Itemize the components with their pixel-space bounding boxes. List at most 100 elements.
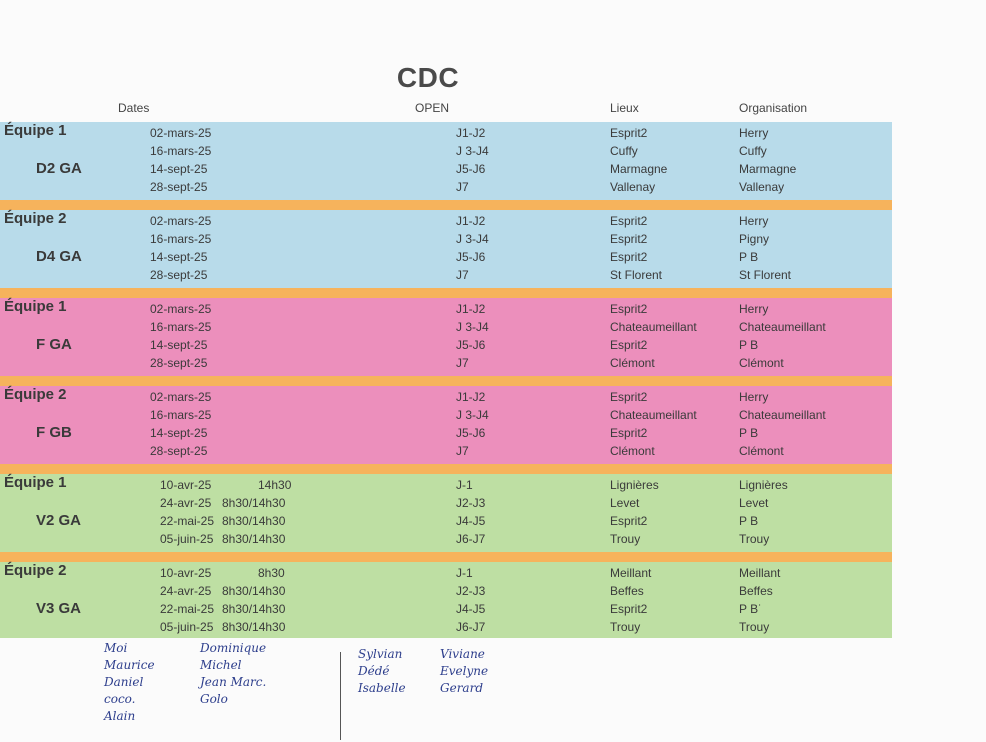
schedule-block: Équipe 1 V2 GA 10-avr-25 14h30 J-1 Lignières L…	[0, 474, 892, 562]
cell-lieu: St Florent	[610, 268, 663, 282]
cell-hour: 8h30/14h30	[222, 496, 286, 510]
cell-organisation: Marmagne	[739, 162, 797, 176]
cell-date: 14-sept-25	[150, 338, 208, 352]
cell-organisation: P B˙	[739, 602, 763, 616]
schedule-block: Équipe 1 F GA 02-mars-25 J1-J2 Esprit2 Herry 1…	[0, 298, 892, 386]
cell-lieu: Beffes	[610, 584, 644, 598]
cell-lieu: Marmagne	[610, 162, 668, 176]
block-separator	[0, 200, 892, 210]
schedule-table: Équipe 1 D2 GA 02-mars-25 J1-J2 Esprit2 Herry…	[0, 122, 892, 638]
cell-date: 02-mars-25	[150, 214, 212, 228]
cell-open: J6-J7	[456, 620, 486, 634]
cell-open: J2-J3	[456, 496, 486, 510]
table-row: 14-sept-25 J5-J6 Esprit2 P B	[0, 336, 892, 354]
cell-open: J5-J6	[456, 162, 486, 176]
cell-open: J6-J7	[456, 532, 486, 546]
cell-organisation: Pigny	[739, 232, 770, 246]
cell-lieu: Chateaumeillant	[610, 320, 697, 334]
cell-organisation: Trouy	[739, 620, 770, 634]
table-row: 28-sept-25 J7 Clémont Clémont	[0, 354, 892, 372]
cell-date: 28-sept-25	[150, 444, 208, 458]
cell-open: J1-J2	[456, 390, 486, 404]
cell-date: 28-sept-25	[150, 356, 208, 370]
handwritten-name: Dédé	[358, 664, 390, 678]
cell-lieu: Lignières	[610, 478, 659, 492]
header-organisation: Organisation	[739, 101, 808, 115]
cell-organisation: Herry	[739, 126, 769, 140]
table-row: 16-mars-25 J 3-J4 Esprit2 Pigny	[0, 230, 892, 248]
cell-hour: 8h30/14h30	[222, 620, 286, 634]
cell-date: 24-avr-25	[160, 496, 212, 510]
header-open: OPEN	[415, 101, 450, 115]
cell-organisation: Chateaumeillant	[739, 320, 826, 334]
handwritten-names-col4: Viviane Evelyne Gerard	[440, 646, 488, 697]
cell-date: 14-sept-25	[150, 162, 208, 176]
schedule-block: Équipe 1 D2 GA 02-mars-25 J1-J2 Esprit2 Herry…	[0, 122, 892, 210]
cell-date: 02-mars-25	[150, 390, 212, 404]
cell-organisation: St Florent	[739, 268, 792, 282]
handwritten-name: Viviane	[440, 647, 485, 661]
cell-organisation: Herry	[739, 302, 769, 316]
table-row: 05-juin-25 8h30/14h30 J6-J7 Trouy Trouy	[0, 618, 892, 636]
block-separator	[0, 552, 892, 562]
cell-organisation: Herry	[739, 214, 769, 228]
table-row: 22-mai-25 8h30/14h30 J4-J5 Esprit2 P B	[0, 512, 892, 530]
cell-lieu: Clémont	[610, 356, 655, 370]
cell-open: J5-J6	[456, 338, 486, 352]
cell-open: J 3-J4	[456, 320, 489, 334]
cell-lieu: Esprit2	[610, 426, 648, 440]
cell-open: J1-J2	[456, 214, 486, 228]
table-row: 14-sept-25 J5-J6 Esprit2 P B	[0, 248, 892, 266]
division-label: V2 GA	[36, 512, 82, 529]
handwritten-name: Gerard	[440, 681, 483, 695]
table-row: 28-sept-25 J7 St Florent St Florent	[0, 266, 892, 284]
cell-lieu: Cuffy	[610, 144, 638, 158]
cell-open: J7	[456, 444, 469, 458]
table-row: 02-mars-25 J1-J2 Esprit2 Herry	[0, 388, 892, 406]
cell-organisation: Trouy	[739, 532, 770, 546]
cell-date: 22-mai-25	[160, 602, 215, 616]
cell-date: 02-mars-25	[150, 126, 212, 140]
handwritten-name: Daniel	[104, 675, 144, 689]
cell-date: 02-mars-25	[150, 302, 212, 316]
cell-date: 16-mars-25	[150, 144, 212, 158]
handwritten-names-col3: Sylvian Dédé Isabelle	[358, 646, 406, 697]
cell-organisation: Herry	[739, 390, 769, 404]
handwritten-name: Dominique	[200, 641, 267, 655]
team-label: Équipe 2	[4, 386, 67, 403]
cell-open: J4-J5	[456, 514, 486, 528]
cell-lieu: Esprit2	[610, 602, 648, 616]
cell-organisation: P B	[739, 250, 759, 264]
cell-hour: 14h30	[258, 478, 292, 492]
table-row: 10-avr-25 14h30 J-1 Lignières Lignières	[0, 476, 892, 494]
cell-open: J5-J6	[456, 426, 486, 440]
handwritten-name: Maurice	[104, 658, 155, 672]
table-row: 28-sept-25 J7 Clémont Clémont	[0, 442, 892, 460]
cell-date: 05-juin-25	[160, 620, 214, 634]
header-lieux: Lieux	[610, 101, 639, 115]
cell-organisation: Clémont	[739, 444, 784, 458]
cell-open: J2-J3	[456, 584, 486, 598]
cell-open: J5-J6	[456, 250, 486, 264]
cell-open: J-1	[456, 566, 473, 580]
table-row: 02-mars-25 J1-J2 Esprit2 Herry	[0, 124, 892, 142]
cell-organisation: Chateaumeillant	[739, 408, 826, 422]
table-row: 02-mars-25 J1-J2 Esprit2 Herry	[0, 212, 892, 230]
header-dates: Dates	[118, 101, 150, 115]
handwritten-name: Sylvian	[358, 647, 403, 661]
cell-lieu: Vallenay	[610, 180, 656, 194]
cell-open: J1-J2	[456, 126, 486, 140]
block-separator	[0, 376, 892, 386]
cell-date: 16-mars-25	[150, 408, 212, 422]
cell-organisation: Levet	[739, 496, 769, 510]
cell-lieu: Levet	[610, 496, 640, 510]
cell-organisation: P B	[739, 514, 759, 528]
cell-open: J1-J2	[456, 302, 486, 316]
division-label: V3 GA	[36, 600, 82, 617]
cell-date: 10-avr-25	[160, 478, 212, 492]
handwritten-name: Evelyne	[440, 664, 489, 678]
table-row: 14-sept-25 J5-J6 Marmagne Marmagne	[0, 160, 892, 178]
handwritten-name: Isabelle	[358, 681, 406, 695]
handwritten-names-col2: Dominique Michel Jean Marc. Golo	[200, 640, 266, 708]
cell-organisation: Meillant	[739, 566, 781, 580]
